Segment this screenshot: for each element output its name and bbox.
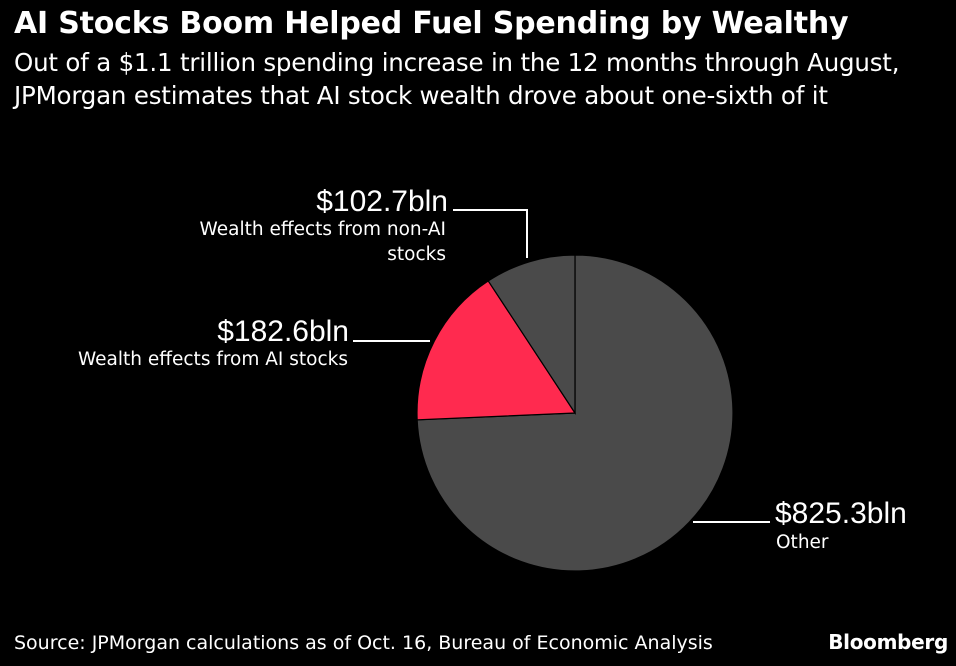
pie-slices (416, 254, 734, 572)
slice-name-label-other: Other (776, 532, 829, 553)
bloomberg-logo: Bloomberg (828, 630, 948, 654)
label-leader-lines (353, 209, 770, 523)
slice-value-label-ai: $182.6bln (217, 315, 349, 348)
pie-slice-non-ai-stocks (487, 254, 576, 416)
leader-line-non-ai (453, 209, 528, 258)
slice-name-label-ai: Wealth effects from AI stocks (78, 349, 348, 370)
pie-slice-ai-stocks (416, 280, 577, 421)
source-note: Source: JPMorgan calculations as of Oct.… (14, 632, 713, 654)
chart-subtitle: Out of a $1.1 trillion spending increase… (14, 48, 900, 110)
chart-title: AI Stocks Boom Helped Fuel Spending by W… (14, 6, 849, 41)
slice-name-label-non-ai-line2: stocks (387, 244, 446, 265)
slice-value-label-non-ai: $102.7bln (316, 185, 448, 218)
slice-name-label-non-ai-line1: Wealth effects from non-AI (200, 219, 446, 240)
slice-value-label-other: $825.3bln (775, 497, 907, 530)
